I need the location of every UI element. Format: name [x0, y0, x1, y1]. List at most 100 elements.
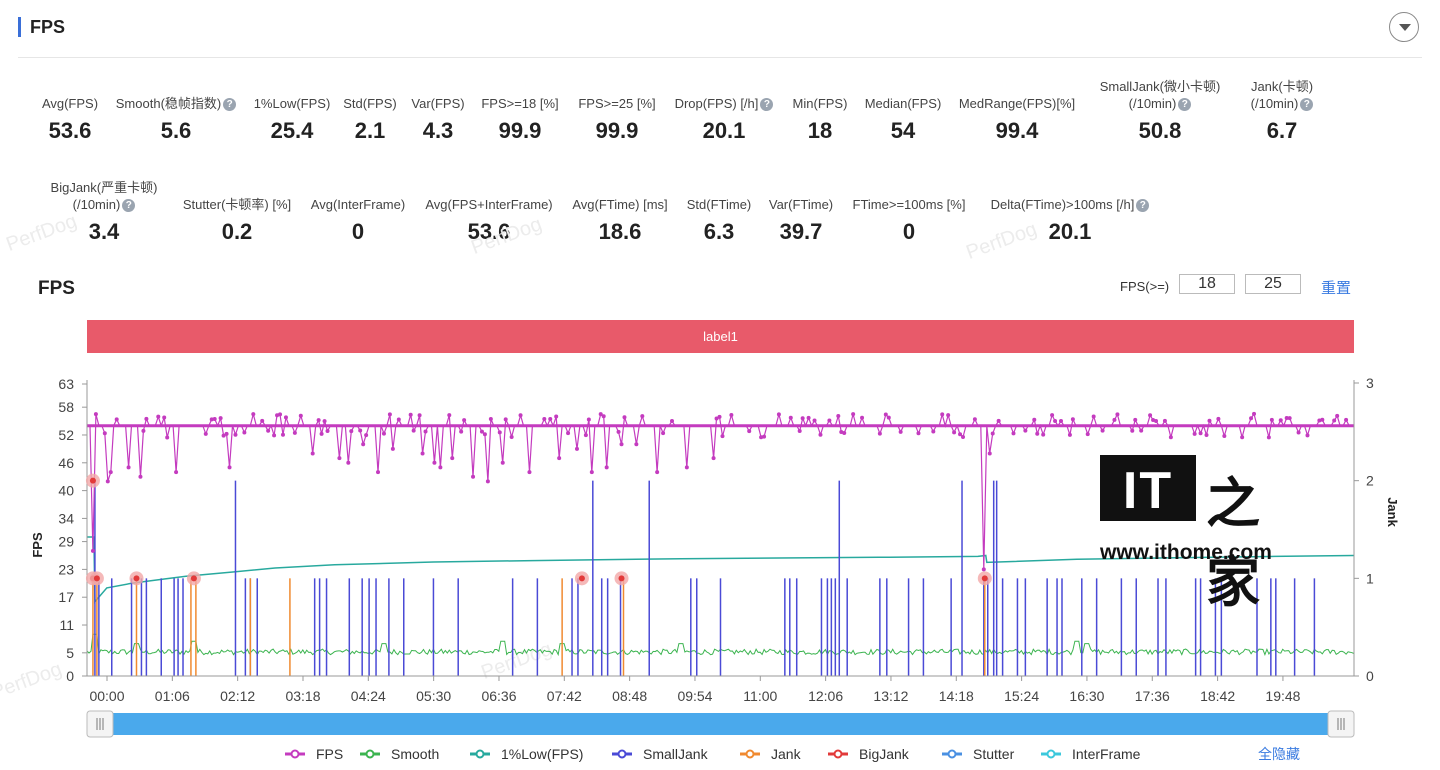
fps-point	[981, 567, 986, 572]
stat-label: Avg(InterFrame)	[310, 197, 406, 212]
stat-value: 0	[902, 219, 916, 244]
fps-point	[996, 418, 1001, 423]
legend-item-fps[interactable]: FPS	[285, 746, 343, 762]
fps-point	[1070, 417, 1075, 422]
fps-point	[1198, 431, 1203, 436]
stat-r1-8: Min(FPS) 18	[740, 95, 900, 144]
fps-threshold-input-1[interactable]: 18	[1179, 274, 1235, 294]
fps-point	[886, 415, 891, 420]
fps-point	[272, 433, 277, 438]
help-icon[interactable]: ?	[1136, 199, 1150, 212]
stat-label: FPS>=18 [%]	[481, 96, 559, 111]
fps-point	[1115, 412, 1120, 417]
chevron-down-icon	[1399, 24, 1411, 31]
legend-item-smooth[interactable]: Smooth	[360, 746, 439, 762]
stat-value: 20.1	[1048, 219, 1092, 244]
stat-r2-6: Var(FTime) 39.7	[721, 196, 881, 245]
fps-point	[108, 470, 113, 475]
collapse-button[interactable]	[1389, 12, 1419, 42]
fps-point	[337, 456, 342, 461]
fps-point	[381, 431, 386, 436]
logo-han: 之家	[1206, 474, 1260, 613]
x-tick-label: 00:00	[89, 688, 124, 704]
fps-point	[836, 414, 841, 419]
fps-threshold-input-2[interactable]: 25	[1245, 274, 1301, 294]
fps-point	[432, 460, 437, 465]
fps-point	[485, 479, 490, 484]
stat-r2-8: Delta(FTime)>100ms [/h]? 20.1	[990, 196, 1150, 245]
fps-point	[604, 465, 609, 470]
legend-item-stutter[interactable]: Stutter	[942, 746, 1015, 762]
help-icon[interactable]: ?	[1300, 98, 1314, 111]
fps-point	[509, 434, 514, 439]
stat-label-unit: (/10min)?	[1080, 95, 1240, 112]
stat-label: SmallJank(微小卡顿)	[1099, 79, 1221, 94]
y-tick-label-left: 17	[58, 589, 74, 605]
section-header: FPS	[18, 0, 1422, 58]
fps-point	[138, 474, 143, 479]
fps-point	[417, 413, 422, 418]
stat-label: Median(FPS)	[864, 96, 942, 111]
stat-label: Smooth(稳帧指数)?	[96, 95, 256, 112]
fps-point	[497, 430, 502, 435]
legend-item-bigjank[interactable]: BigJank	[828, 746, 910, 762]
help-icon[interactable]: ?	[760, 98, 774, 111]
x-tick-label: 04:24	[351, 688, 386, 704]
fps-point	[1041, 432, 1046, 437]
legend-hide-all[interactable]: 全隐藏	[1258, 746, 1300, 762]
fps-point	[655, 470, 660, 475]
fps-point	[940, 412, 945, 417]
stat-label: Avg(FTime) [ms]	[572, 197, 668, 212]
fps-point	[1344, 417, 1349, 422]
stat-r2-3: Avg(FPS+InterFrame) 53.6	[409, 196, 569, 245]
fps-point	[500, 460, 505, 465]
y-tick-label-right: 0	[1366, 668, 1374, 684]
stat-r1-2: 1%Low(FPS) 25.4	[212, 95, 372, 144]
fps-point	[961, 435, 966, 440]
fps-point	[827, 418, 832, 423]
legend-item-smalljank[interactable]: SmallJank	[612, 746, 709, 762]
legend-item-jank[interactable]: Jank	[740, 746, 802, 762]
fps-point	[1050, 413, 1055, 418]
fps-point	[990, 431, 995, 436]
x-tick-label: 11:00	[743, 688, 777, 704]
section-title: FPS	[30, 17, 66, 37]
y-tick-label-right: 1	[1366, 570, 1374, 586]
legend-item-1-low-fps-[interactable]: 1%Low(FPS)	[470, 746, 583, 762]
label-band[interactable]: label1	[87, 320, 1354, 353]
help-icon[interactable]: ?	[122, 199, 136, 212]
fps-point	[105, 479, 110, 484]
fps-point	[883, 412, 888, 417]
stat-value: 53.6	[467, 219, 511, 244]
stat-r1-10: MedRange(FPS)[%] 99.4	[937, 95, 1097, 144]
stat-value: 0.2	[221, 219, 253, 244]
section-accent-bar	[18, 17, 21, 37]
fps-point	[90, 548, 95, 553]
x-tick-label: 14:18	[939, 688, 974, 704]
fps-point	[958, 432, 963, 437]
reset-link[interactable]: 重置	[1321, 280, 1352, 297]
fps-point	[877, 431, 882, 436]
stat-r1-12: Jank(卡顿) (/10min)? 6.7	[1202, 78, 1362, 144]
fps-point	[714, 416, 719, 421]
stat-label: Min(FPS)	[792, 96, 848, 111]
legend-swatch-dot	[365, 749, 375, 759]
legend-swatch-dot	[745, 749, 755, 759]
help-icon[interactable]: ?	[223, 98, 237, 111]
help-icon[interactable]: ?	[1178, 98, 1192, 111]
x-tick-label: 18:42	[1200, 688, 1235, 704]
bigjank-point	[618, 575, 625, 582]
fps-point	[1130, 428, 1135, 433]
fps-point	[1035, 431, 1040, 436]
fps-point	[598, 412, 603, 417]
fps-point	[462, 418, 467, 423]
legend-item-interframe[interactable]: InterFrame	[1041, 746, 1141, 762]
fps-point	[390, 446, 395, 451]
fps-point	[1296, 430, 1301, 435]
fps-point	[251, 412, 256, 417]
fps-point	[162, 415, 167, 420]
fps-point	[114, 417, 119, 422]
fps-point	[221, 433, 226, 438]
stat-r1-5: FPS>=18 [%] 99.9	[440, 95, 600, 144]
